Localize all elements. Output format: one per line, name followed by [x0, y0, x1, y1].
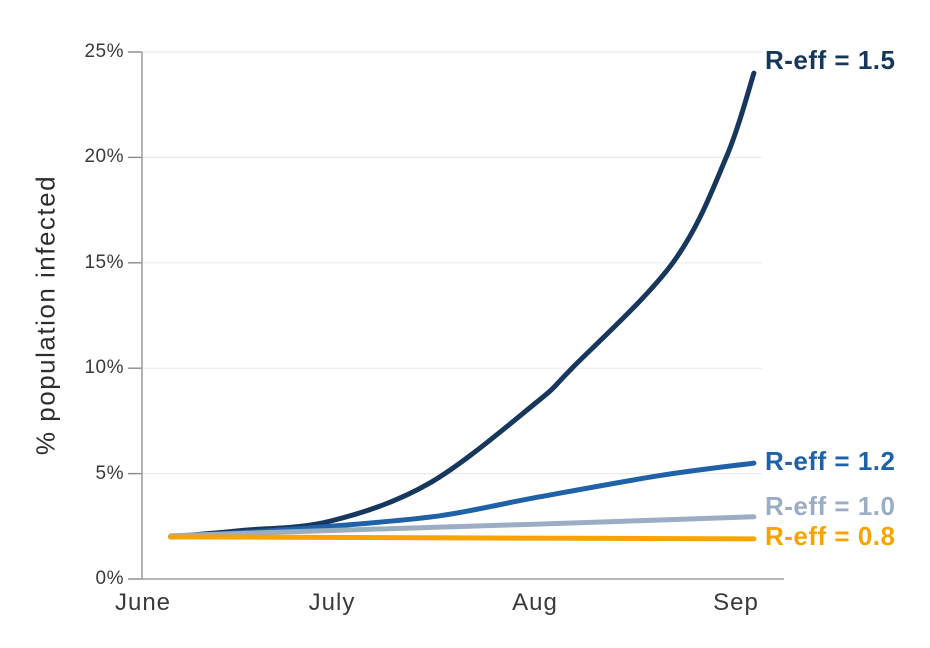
series-label-1.0: R-eff = 1.0 — [765, 491, 896, 521]
x-tick-label-aug: Aug — [512, 589, 558, 616]
y-tick-label-5%: 5% — [95, 463, 124, 484]
series-line-1.0 — [168, 514, 757, 539]
y-tick-label-25%: 25% — [84, 41, 124, 62]
series-label-0.8: R-eff = 0.8 — [765, 521, 896, 551]
x-tick-label-june: June — [114, 589, 172, 616]
series-label-1.5: R-eff = 1.5 — [765, 45, 896, 75]
y-tick-label-0%: 0% — [95, 568, 124, 589]
series-line-1.5 — [168, 70, 757, 540]
series-line-0.8 — [168, 534, 757, 542]
x-tick-label-sep: Sep — [713, 589, 759, 616]
series-label-1.2: R-eff = 1.2 — [765, 446, 896, 476]
x-tick-label-july: July — [308, 589, 356, 616]
y-tick-label-20%: 20% — [84, 146, 124, 167]
y-tick-label-15%: 15% — [84, 252, 124, 273]
y-tick-label-10%: 10% — [84, 357, 124, 378]
